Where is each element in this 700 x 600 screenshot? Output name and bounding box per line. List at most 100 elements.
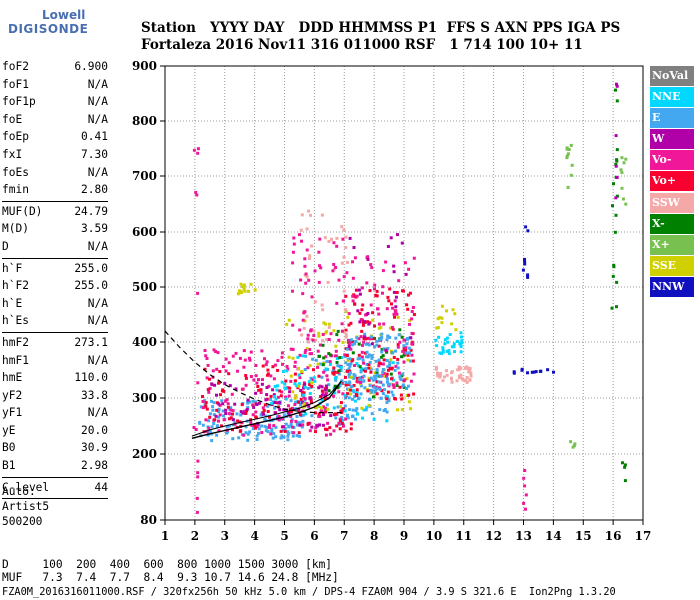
echo-point [320, 393, 324, 397]
echo-point [305, 227, 309, 231]
echo-point [410, 340, 414, 344]
echo-point [318, 423, 321, 427]
echo-point [448, 333, 452, 336]
echo-point [360, 350, 364, 354]
echo-point [447, 352, 451, 356]
echo-cluster [435, 304, 458, 332]
echo-point [615, 305, 618, 309]
param-value: 2.98 [81, 459, 108, 473]
echo-point [348, 341, 352, 345]
param-row-foep: foEp 0.41 [2, 128, 108, 146]
echo-point [222, 418, 226, 422]
echo-point [367, 363, 371, 366]
echo-point [332, 394, 335, 398]
echo-point [407, 400, 411, 404]
echo-point [306, 366, 310, 370]
echo-point [326, 280, 330, 284]
echo-point [298, 434, 301, 438]
echo-point [376, 307, 379, 311]
echo-point [269, 432, 273, 436]
echo-point [390, 302, 393, 306]
echo-point [374, 385, 378, 389]
echo-point [364, 351, 367, 355]
echo-point [271, 365, 275, 369]
param-row-ye: yE 20.0 [2, 422, 108, 440]
echo-point [565, 147, 569, 151]
echo-point [445, 373, 449, 377]
echo-point [308, 429, 312, 433]
echo-point [332, 263, 336, 266]
echo-point [340, 379, 344, 383]
echo-point [204, 354, 208, 358]
y-tick-label: 80 [140, 513, 157, 527]
echo-point [351, 351, 355, 355]
echo-point [344, 235, 348, 239]
echo-point [221, 365, 225, 369]
echo-point [265, 425, 269, 429]
echo-point [386, 390, 390, 394]
echo-point [344, 383, 348, 387]
echo-point [352, 246, 356, 249]
echo-point [309, 398, 313, 402]
echo-point [320, 375, 324, 379]
echo-cluster [192, 147, 200, 514]
echo-point [367, 397, 371, 401]
echo-point [251, 403, 255, 407]
echo-point [274, 397, 278, 401]
echo-point [194, 428, 198, 431]
echo-point [457, 368, 461, 372]
echo-point [377, 344, 381, 348]
echo-point [391, 361, 395, 365]
echo-point [303, 264, 307, 268]
echo-point [341, 392, 345, 396]
echo-point [354, 339, 358, 343]
param-value: 24.79 [74, 204, 108, 218]
echo-point [214, 414, 218, 418]
echo-point [334, 344, 338, 348]
param-value: 255.0 [74, 261, 108, 275]
echo-point [394, 336, 398, 340]
echo-point [396, 343, 400, 347]
echo-point [321, 333, 325, 336]
echo-point [440, 321, 444, 325]
echo-point [333, 376, 337, 380]
x-tick-label: 4 [250, 529, 258, 543]
echo-point [392, 386, 396, 389]
echo-point [367, 376, 371, 380]
echo-point [397, 279, 401, 283]
echo-point [266, 410, 270, 413]
echo-point [320, 409, 324, 413]
echo-point [321, 391, 325, 395]
param-name: foEs [2, 165, 29, 179]
echo-point [379, 396, 383, 400]
echo-point [302, 386, 305, 390]
echo-point [306, 422, 310, 426]
echo-point [392, 270, 396, 274]
echo-point [227, 372, 231, 376]
param-value: 30.9 [81, 441, 108, 455]
echo-point [195, 510, 199, 514]
echo-point [391, 306, 395, 310]
echo-point [302, 326, 306, 330]
echo-point [313, 379, 317, 383]
echo-point [311, 357, 315, 361]
echo-point [221, 409, 225, 413]
echo-point [412, 392, 416, 396]
echo-point [362, 374, 366, 378]
echo-point [344, 328, 348, 332]
param-value: N/A [87, 77, 108, 91]
param-value: 7.30 [81, 147, 108, 161]
echo-point [254, 426, 258, 430]
y-tick-label: 900 [132, 59, 157, 73]
param-name: B1 [2, 459, 16, 473]
echo-cluster [344, 332, 413, 401]
echo-point [301, 419, 305, 423]
echo-point [334, 378, 338, 382]
echo-point [569, 143, 573, 147]
echo-point [373, 345, 377, 349]
echo-point [360, 329, 364, 333]
echo-point [370, 266, 374, 270]
echo-point [381, 285, 385, 289]
echo-point [287, 318, 291, 322]
echo-point [281, 429, 285, 433]
